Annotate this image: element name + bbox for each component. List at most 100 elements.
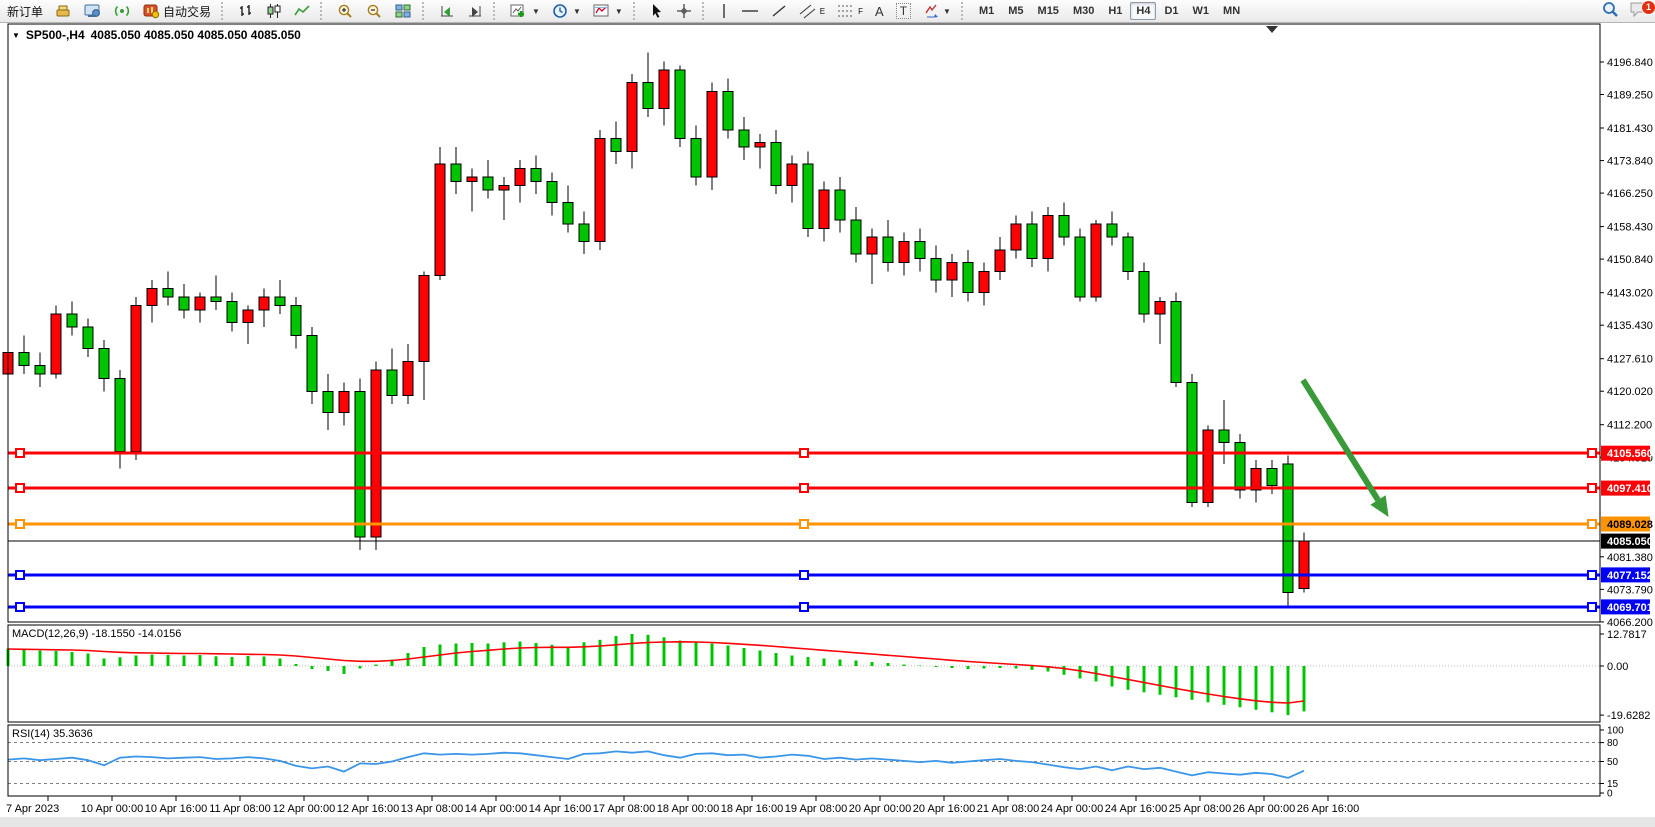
svg-text:4089.028: 4089.028 [1607, 519, 1653, 531]
price-tick: 4135.430 [1607, 320, 1653, 332]
candle-body [178, 296, 190, 311]
one-click-trading-toggle-icon[interactable]: ▼ [12, 30, 20, 40]
fibonacci-icon[interactable]: F [832, 0, 868, 22]
vertical-line-icon[interactable] [714, 0, 734, 22]
autotrading-label: 自动交易 [163, 4, 212, 19]
bar-chart-icon[interactable] [233, 0, 259, 22]
channel-icon[interactable]: E [794, 0, 830, 22]
crosshair-icon[interactable] [671, 0, 697, 22]
chart-shift-marker-icon[interactable] [1266, 26, 1278, 33]
line-handle[interactable] [799, 519, 809, 529]
timeframe-m5[interactable]: M5 [1008, 5, 1024, 17]
candle-body [306, 335, 318, 392]
candle-body [786, 163, 798, 187]
candle-body [1106, 223, 1118, 238]
line-handle[interactable] [1587, 569, 1597, 580]
new-chart-button[interactable]: ▼ [505, 0, 545, 22]
separator [320, 2, 327, 20]
new-order-button[interactable]: 新订单 [2, 0, 48, 22]
chart-window-icon[interactable]: ▼ [588, 0, 628, 22]
candle-body [98, 348, 110, 379]
line-handle[interactable] [1587, 483, 1597, 494]
shapes-icon[interactable]: ▼ [918, 0, 956, 22]
line-handle[interactable] [1587, 448, 1597, 459]
line-handle[interactable] [15, 519, 25, 529]
candle-body [898, 240, 910, 264]
candle-body [450, 163, 462, 182]
line-handle[interactable] [15, 569, 25, 580]
svg-text:4077.152: 4077.152 [1607, 570, 1653, 582]
trendline-icon[interactable] [766, 0, 792, 22]
candle-body [1010, 223, 1022, 251]
time-tick: 12 Apr 16:00 [337, 803, 399, 815]
timeframe-mn[interactable]: MN [1223, 5, 1241, 17]
cursor-icon[interactable] [645, 0, 669, 22]
candle-body [866, 236, 878, 255]
zoom-in-icon[interactable] [332, 0, 359, 22]
line-handle[interactable] [799, 569, 809, 580]
timeframe-m30[interactable]: M30 [1072, 5, 1095, 17]
zoom-out-icon[interactable] [361, 0, 388, 22]
search-icon[interactable] [1601, 0, 1619, 23]
line-handle[interactable] [15, 601, 25, 612]
price-tick: 4181.430 [1607, 123, 1653, 135]
candle-body [1250, 468, 1262, 491]
rsi-label: RSI(14) 35.3636 [12, 728, 93, 740]
candle-body [194, 296, 206, 311]
candle-chart-icon[interactable] [261, 0, 287, 22]
line-handle[interactable] [1587, 601, 1597, 612]
line-handle[interactable] [15, 448, 25, 459]
candle-body [482, 176, 494, 191]
price-tick: 4173.840 [1607, 156, 1653, 168]
timeframe-h1[interactable]: H1 [1108, 5, 1123, 17]
rsi-tick: 50 [1607, 757, 1619, 768]
price-tick: 4112.200 [1607, 420, 1652, 432]
auto-scroll-icon[interactable] [434, 0, 460, 22]
period-clock-button[interactable]: ▼ [547, 0, 586, 22]
line-handle[interactable] [799, 601, 809, 612]
chart-shift-icon[interactable] [462, 0, 488, 22]
price-axis[interactable]: 4196.840 4189.250 4181.430 4173.840 4166.250… [1600, 57, 1653, 629]
candle-body [562, 202, 574, 225]
autotrading-button[interactable]: 自动交易 [138, 0, 216, 22]
candle-body [530, 168, 542, 182]
text-label-icon[interactable]: T [891, 0, 916, 22]
candle-body [1026, 223, 1038, 259]
line-handle[interactable] [799, 448, 809, 459]
candle-body [594, 138, 606, 242]
candle-body [114, 378, 126, 452]
candle-body [770, 142, 782, 187]
user-terminal-icon[interactable] [79, 0, 107, 22]
timeframe-m1[interactable]: M1 [978, 5, 995, 17]
time-tick: 7 Apr 2023 [6, 803, 59, 815]
gold-bars-icon[interactable] [50, 0, 77, 22]
line-chart-icon[interactable] [289, 0, 315, 22]
line-handle[interactable] [1587, 519, 1597, 529]
candle-body [962, 262, 974, 294]
horizontal-line-icon[interactable] [736, 0, 764, 22]
rsi-tick: 100 [1607, 726, 1624, 737]
line-handle[interactable] [799, 483, 809, 494]
tile-windows-icon[interactable] [390, 0, 417, 22]
timeframe-w1[interactable]: W1 [1192, 5, 1210, 17]
chat-icon[interactable]: 1 [1629, 0, 1655, 23]
signals-icon[interactable] [109, 0, 136, 22]
price-axis-badge: 4069.701 [1601, 599, 1653, 615]
line-handle[interactable] [15, 483, 25, 494]
time-tick: 24 Apr 00:00 [1041, 803, 1103, 815]
time-axis[interactable]: 7 Apr 2023 10 Apr 00:00 10 Apr 16:00 11 Apr… [6, 796, 1359, 815]
hline-objects[interactable] [8, 448, 1600, 612]
pane-borders [7, 23, 1601, 797]
timeframe-m15[interactable]: M15 [1037, 5, 1059, 17]
arrow-annotation[interactable] [1300, 378, 1389, 517]
timeframe-d1[interactable]: D1 [1164, 5, 1179, 17]
svg-text:4069.701: 4069.701 [1607, 602, 1653, 614]
macd-axis[interactable]: 12.7817 0.00 -19.6282 [1600, 629, 1650, 722]
time-tick: 20 Apr 16:00 [913, 803, 975, 815]
candle-body [242, 309, 254, 324]
candle-body [978, 270, 990, 294]
timeframe-h4[interactable]: H4 [1130, 2, 1157, 20]
text-icon[interactable]: A [875, 3, 884, 19]
